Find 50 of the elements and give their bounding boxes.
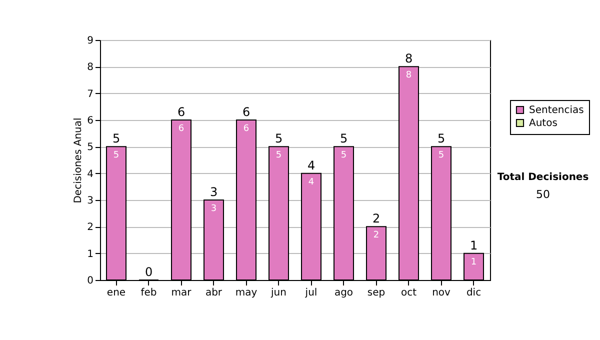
x-tick-label: sep: [367, 288, 386, 298]
total-label: 3: [210, 185, 218, 199]
x-tick-label: abr: [205, 288, 223, 298]
x-tick-label: mar: [171, 288, 192, 298]
x-tick-label: jun: [270, 288, 286, 298]
y-tick-label: 6: [87, 116, 94, 126]
data-label: 8: [406, 70, 412, 81]
y-tick-label: 5: [87, 142, 94, 154]
legend-label: Autos: [529, 118, 558, 129]
data-label: 4: [308, 177, 314, 188]
x-tick-label: oct: [400, 288, 417, 298]
data-label: 5: [276, 150, 282, 161]
total-label: 4: [307, 158, 316, 172]
total-label: 5: [340, 132, 348, 146]
total-label: 2: [372, 212, 380, 226]
data-label: 2: [373, 230, 380, 241]
total-label: 6: [242, 105, 250, 119]
y-tick-label: 1: [87, 248, 94, 260]
y-tick-label: 3: [87, 196, 94, 206]
text: 50: [536, 188, 550, 201]
total-label: 8: [404, 52, 413, 66]
total-label: 6: [177, 105, 186, 119]
x-tick-label: ago: [334, 288, 354, 298]
data-label: 1: [470, 257, 477, 268]
y-tick-label: 4: [87, 168, 94, 180]
data-label: 6: [243, 124, 250, 134]
y-tick-label: 7: [87, 88, 94, 100]
total-label: 5: [112, 132, 120, 146]
x-tick-label: feb: [140, 288, 157, 298]
legend-label: Sentencias: [529, 105, 584, 116]
data-label: 5: [340, 150, 347, 161]
y-tick-label: 8: [87, 62, 94, 74]
x-tick-label: may: [235, 288, 258, 298]
x-tick-label: dic: [466, 288, 482, 298]
total-label: 5: [274, 132, 283, 146]
y-tick-label: 2: [87, 222, 94, 234]
total-label: 1: [470, 238, 478, 252]
x-tick-label: ene: [106, 288, 126, 298]
data-label: 3: [210, 204, 217, 214]
x-tick-label: nov: [432, 288, 451, 298]
data-label: 6: [178, 124, 184, 134]
data-label: 5: [438, 150, 444, 161]
x-tick-label: jul: [304, 288, 318, 298]
total-label: 5: [437, 132, 446, 146]
total-label: 0: [144, 265, 153, 279]
text: Total Decisiones: [497, 172, 589, 183]
y-tick-label: 0: [87, 276, 94, 286]
data-label: 5: [113, 150, 120, 161]
y-tick-label: 9: [87, 36, 94, 46]
y-axis-title: Decisiones Anual: [73, 118, 84, 204]
